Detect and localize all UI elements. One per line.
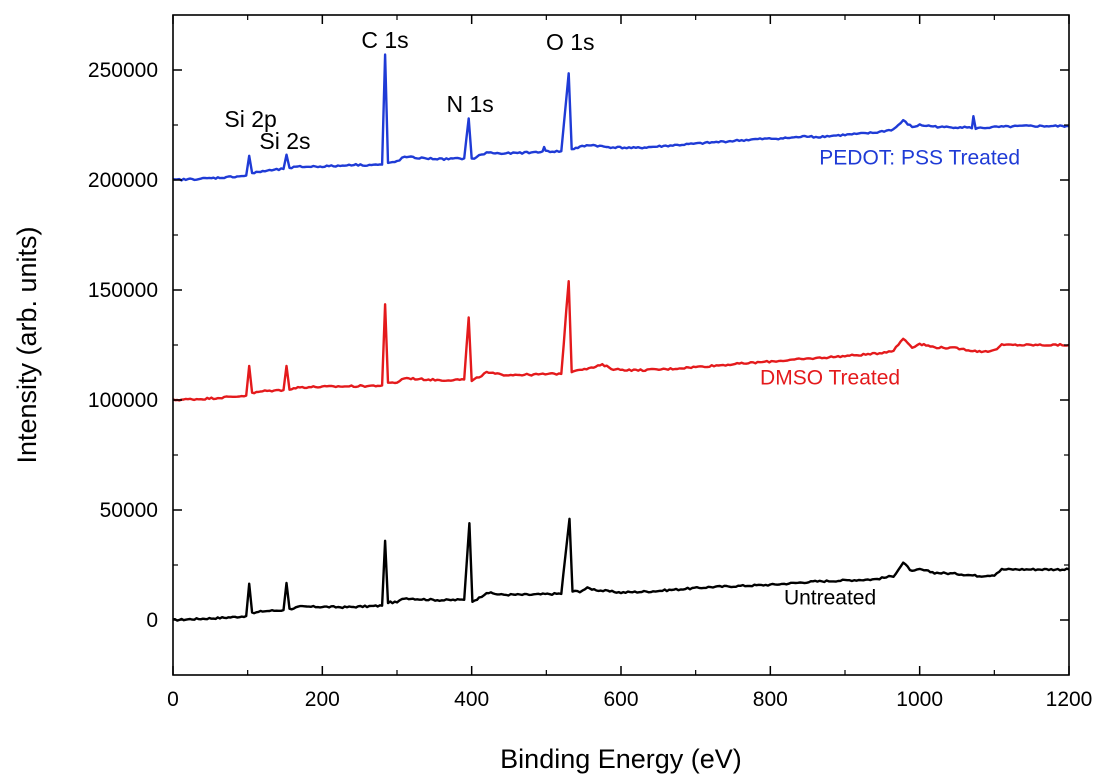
y-tick-label: 50000 <box>100 499 158 522</box>
x-tick-label: 800 <box>753 688 788 711</box>
x-tick-label: 200 <box>305 688 340 711</box>
series-line <box>172 53 1070 182</box>
y-tick-label: 150000 <box>88 279 158 302</box>
peak-annotation: O 1s <box>546 29 595 55</box>
series-label: DMSO Treated <box>760 367 900 390</box>
series-label: PEDOT: PSS Treated <box>819 147 1020 170</box>
x-tick-label: 400 <box>454 688 489 711</box>
peak-annotation: Si 2p <box>224 106 276 132</box>
peak-annotation: N 1s <box>447 91 494 117</box>
axis-layer: 0 200 400 600 800 1000 1200 0 50000 100000 150000 2… <box>88 15 1092 711</box>
series-line <box>172 517 1070 622</box>
x-tick-label: 600 <box>603 688 638 711</box>
series-line <box>172 280 1070 402</box>
y-tick-label: 250000 <box>88 59 158 82</box>
x-tick-label: 0 <box>167 688 179 711</box>
peak-annotation: C 1s <box>361 27 408 53</box>
y-tick-label: 200000 <box>88 169 158 192</box>
y-tick-label: 100000 <box>88 389 158 412</box>
x-tick-label: 1200 <box>1046 688 1093 711</box>
x-tick-label: 1000 <box>896 688 943 711</box>
plot-frame <box>172 14 1070 676</box>
peak-annotation: Si 2s <box>259 128 310 154</box>
x-axis-title: Binding Energy (eV) <box>500 744 742 774</box>
series-layer: Untreated DMSO Treated PEDOT: PSS Treated <box>172 53 1070 622</box>
y-tick-label: 0 <box>146 609 158 632</box>
series-label: Untreated <box>784 587 876 610</box>
y-axis-title: Intensity (arb. units) <box>12 226 42 463</box>
